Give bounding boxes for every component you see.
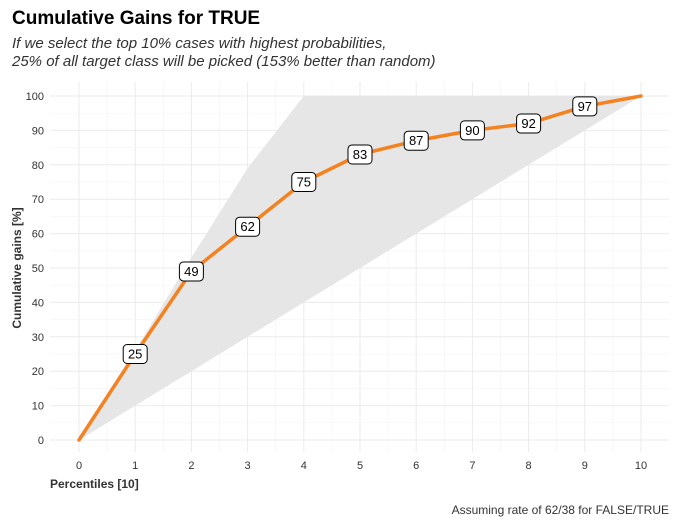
y-tick-label: 90: [32, 125, 44, 137]
y-tick-label: 60: [32, 229, 44, 241]
data-label-box: [347, 144, 373, 165]
data-label: 92: [516, 113, 542, 134]
data-label: 62: [235, 216, 261, 237]
data-label-text: 49: [184, 264, 198, 279]
data-label: 97: [572, 96, 598, 117]
data-label-text: 25: [128, 347, 142, 362]
data-label-text: 75: [297, 175, 311, 190]
y-tick-label: 100: [26, 91, 44, 103]
chart-title: Cumulative Gains for TRUE: [12, 8, 261, 29]
data-label-text: 92: [521, 116, 535, 131]
data-label-box: [122, 344, 148, 364]
data-labels: 25 49 62 75 83 87 90 92 97: [122, 96, 598, 364]
x-tick-label: 10: [635, 460, 647, 472]
data-label: 49: [178, 261, 204, 282]
x-tick-label: 1: [132, 460, 138, 472]
x-tick-label: 5: [357, 460, 363, 472]
x-tick-label: 9: [582, 460, 588, 472]
data-label-box: [459, 120, 485, 141]
data-label: 87: [403, 130, 429, 151]
data-label-box: [516, 113, 542, 134]
x-tick-label: 0: [76, 460, 82, 472]
x-axis-title: Percentiles [10]: [50, 477, 139, 491]
data-label: 83: [347, 144, 373, 165]
data-label-box: [291, 172, 317, 192]
y-tick-label: 80: [32, 160, 44, 172]
data-label: 90: [459, 120, 485, 141]
data-label-box: [572, 96, 598, 117]
data-label-text: 97: [578, 99, 592, 114]
x-tick-label: 6: [413, 460, 419, 472]
reference-band-area: [79, 96, 641, 440]
chart-subtitle: If we select the top 10% cases with high…: [12, 35, 436, 71]
x-tick-label: 8: [526, 460, 532, 472]
y-tick-label: 10: [32, 401, 44, 413]
y-tick-label: 70: [32, 194, 44, 206]
subtitle-line-1: If we select the top 10% cases with high…: [12, 35, 387, 52]
axes: 0 1 2 3 4 5 6 7 8 9 100102030405060708090100Percen…: [10, 91, 647, 491]
data-label: 75: [291, 172, 317, 192]
x-tick-label: 7: [469, 460, 475, 472]
y-tick-label: 50: [32, 263, 44, 275]
y-axis-title: Cumulative gains [%]: [10, 207, 24, 328]
y-tick-label: 30: [32, 332, 44, 344]
data-label-text: 87: [409, 133, 423, 148]
data-label-text: 83: [353, 147, 367, 162]
subtitle-line-2: 25% of all target class will be picked (…: [12, 53, 436, 70]
y-tick-label: 20: [32, 366, 44, 378]
data-label-text: 90: [465, 123, 479, 138]
data-label-box: [178, 261, 204, 282]
data-label-text: 62: [240, 219, 254, 234]
x-tick-label: 2: [188, 460, 194, 472]
y-tick-label: 40: [32, 297, 44, 309]
data-label-box: [235, 216, 261, 237]
x-tick-label: 3: [245, 460, 251, 472]
data-label-box: [403, 130, 429, 151]
reference-band: [79, 96, 641, 440]
x-tick-label: 4: [301, 460, 307, 472]
data-label: 25: [122, 344, 148, 364]
chart-caption: Assuming rate of 62/38 for FALSE/TRUE: [451, 503, 669, 517]
y-tick-label: 0: [38, 435, 44, 447]
